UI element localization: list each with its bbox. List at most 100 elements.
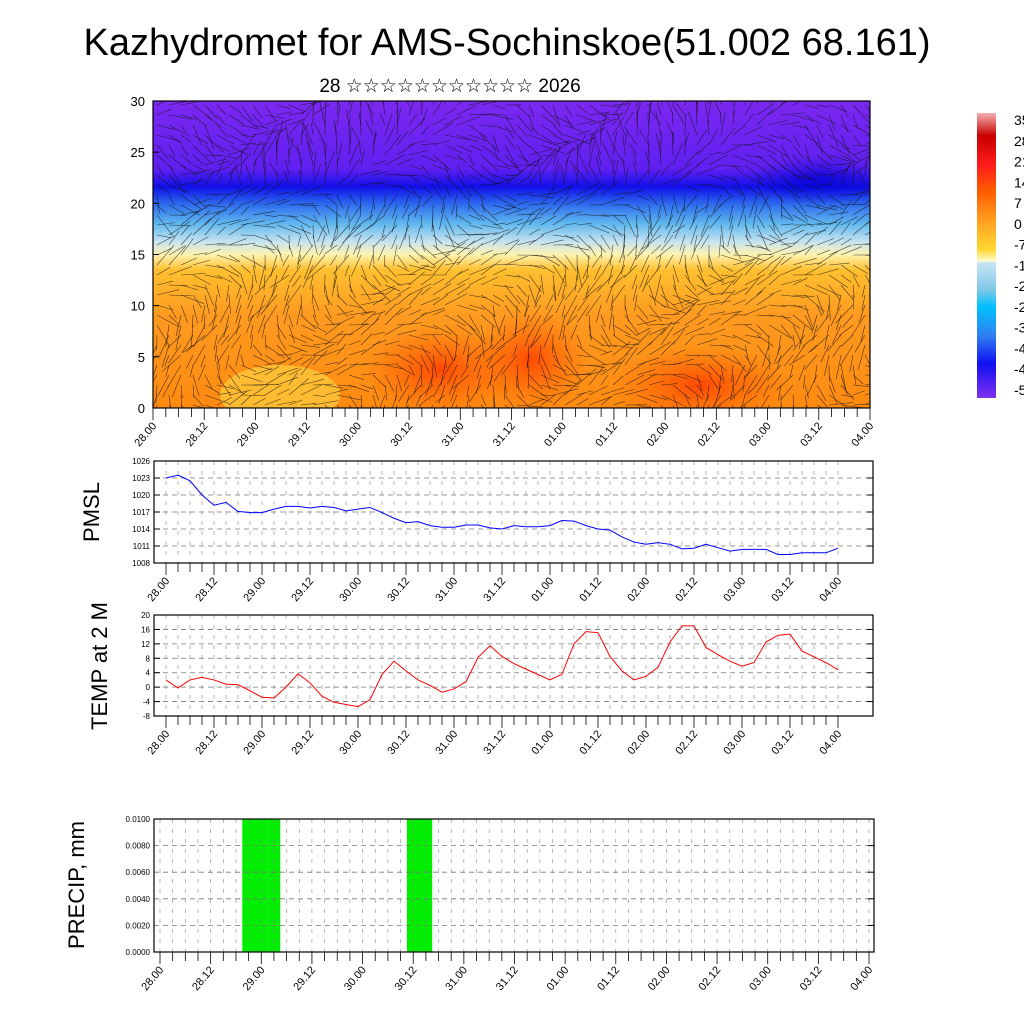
wind-vector bbox=[648, 214, 652, 237]
x-tick-label: 31.00 bbox=[443, 964, 470, 993]
wind-vector bbox=[456, 277, 470, 286]
wind-vector bbox=[516, 134, 530, 148]
wind-vector bbox=[679, 234, 686, 251]
x-tick-label: 02.12 bbox=[696, 964, 723, 993]
wind-vector bbox=[250, 334, 254, 350]
wind-vector bbox=[334, 123, 338, 146]
wind-vector bbox=[324, 363, 348, 376]
wind-vector bbox=[480, 324, 485, 341]
y-tick-label: 20 bbox=[131, 196, 145, 211]
wind-vector bbox=[792, 344, 806, 363]
wind-vector bbox=[748, 194, 758, 218]
wind-vector bbox=[252, 234, 273, 242]
wind-vector bbox=[732, 354, 747, 372]
y-tick-label: 1026 bbox=[132, 457, 150, 466]
wind-vector bbox=[348, 349, 367, 356]
wind-vector bbox=[212, 304, 218, 330]
wind-vector bbox=[660, 313, 681, 316]
wind-vector bbox=[228, 389, 252, 396]
wind-vector bbox=[456, 247, 475, 266]
wind-vector bbox=[180, 171, 204, 176]
wind-vector bbox=[288, 214, 311, 228]
wind-vector bbox=[586, 274, 602, 295]
colorbar-label: 35 bbox=[1014, 112, 1024, 128]
wind-vector bbox=[258, 314, 266, 334]
wind-vector bbox=[864, 364, 870, 368]
wind-vector bbox=[420, 107, 429, 126]
wind-vector bbox=[588, 224, 610, 234]
wind-vector bbox=[156, 222, 176, 226]
wind-vector bbox=[192, 124, 203, 146]
wind-vector bbox=[672, 303, 695, 316]
wind-vector bbox=[624, 361, 648, 376]
wind-vector bbox=[792, 154, 801, 165]
wind-vector bbox=[708, 151, 723, 156]
wind-vector bbox=[444, 101, 446, 106]
wind-vector bbox=[538, 344, 542, 365]
wind-vector bbox=[167, 364, 182, 388]
wind-vector bbox=[252, 244, 276, 251]
wind-vector bbox=[768, 289, 782, 296]
wind-vector bbox=[432, 164, 449, 171]
wind-vector bbox=[192, 344, 206, 367]
wind-vector bbox=[570, 324, 578, 340]
wind-vector bbox=[324, 214, 330, 235]
wind-vector bbox=[672, 194, 679, 214]
wind-vector bbox=[216, 193, 230, 206]
wind-vector bbox=[492, 194, 515, 207]
wind-vector bbox=[192, 203, 212, 216]
wind-vector bbox=[798, 324, 806, 349]
wind-vector bbox=[804, 394, 808, 408]
wind-vector bbox=[624, 126, 638, 146]
wind-vector bbox=[395, 101, 398, 106]
wind-vector bbox=[540, 274, 544, 295]
wind-vector bbox=[816, 226, 828, 236]
x-tick-label: 28.12 bbox=[193, 728, 220, 757]
wind-vector bbox=[588, 183, 606, 196]
wind-vector bbox=[300, 344, 320, 348]
wind-vector bbox=[840, 374, 848, 396]
wind-vector bbox=[201, 324, 218, 341]
wind-vector bbox=[226, 284, 230, 302]
wind-vector bbox=[824, 354, 830, 376]
wind-vector bbox=[864, 374, 870, 376]
wind-vector bbox=[344, 204, 350, 219]
colorbar-gradient bbox=[977, 113, 996, 398]
wind-vector bbox=[444, 270, 463, 286]
wind-vector bbox=[175, 314, 182, 336]
wind-vector bbox=[852, 144, 870, 148]
wind-vector bbox=[379, 394, 386, 408]
wind-vector bbox=[756, 234, 776, 243]
wind-vector bbox=[420, 324, 439, 330]
wind-vector bbox=[816, 404, 824, 408]
wind-vector bbox=[576, 390, 593, 396]
wind-vector bbox=[689, 214, 698, 230]
wind-vector bbox=[228, 254, 241, 262]
wind-vector bbox=[552, 384, 572, 387]
wind-vector bbox=[744, 126, 762, 136]
wind-vector bbox=[732, 254, 748, 256]
wind-vector bbox=[504, 304, 514, 318]
wind-vector bbox=[192, 252, 208, 256]
wind-vector bbox=[540, 264, 556, 274]
wind-vector bbox=[408, 204, 422, 216]
wind-vector bbox=[708, 129, 718, 146]
x-tick-label: 03.12 bbox=[769, 575, 796, 604]
wind-vector bbox=[582, 264, 590, 279]
wind-vector bbox=[456, 238, 470, 246]
wind-vector bbox=[204, 210, 220, 226]
wind-vector bbox=[444, 314, 466, 327]
wind-vector bbox=[732, 174, 745, 196]
wind-vector bbox=[696, 183, 711, 186]
wind-vector bbox=[263, 304, 278, 327]
wind-vector bbox=[826, 334, 842, 352]
wind-vector bbox=[204, 194, 220, 196]
wind-vector bbox=[444, 324, 457, 336]
wind-vector bbox=[348, 158, 360, 176]
wind-vector bbox=[655, 244, 674, 259]
wind-vector bbox=[296, 304, 302, 326]
wind-vector bbox=[852, 124, 870, 135]
x-tick-label: 31.00 bbox=[440, 420, 467, 449]
wind-vector bbox=[624, 342, 637, 356]
wind-vector bbox=[792, 134, 801, 148]
